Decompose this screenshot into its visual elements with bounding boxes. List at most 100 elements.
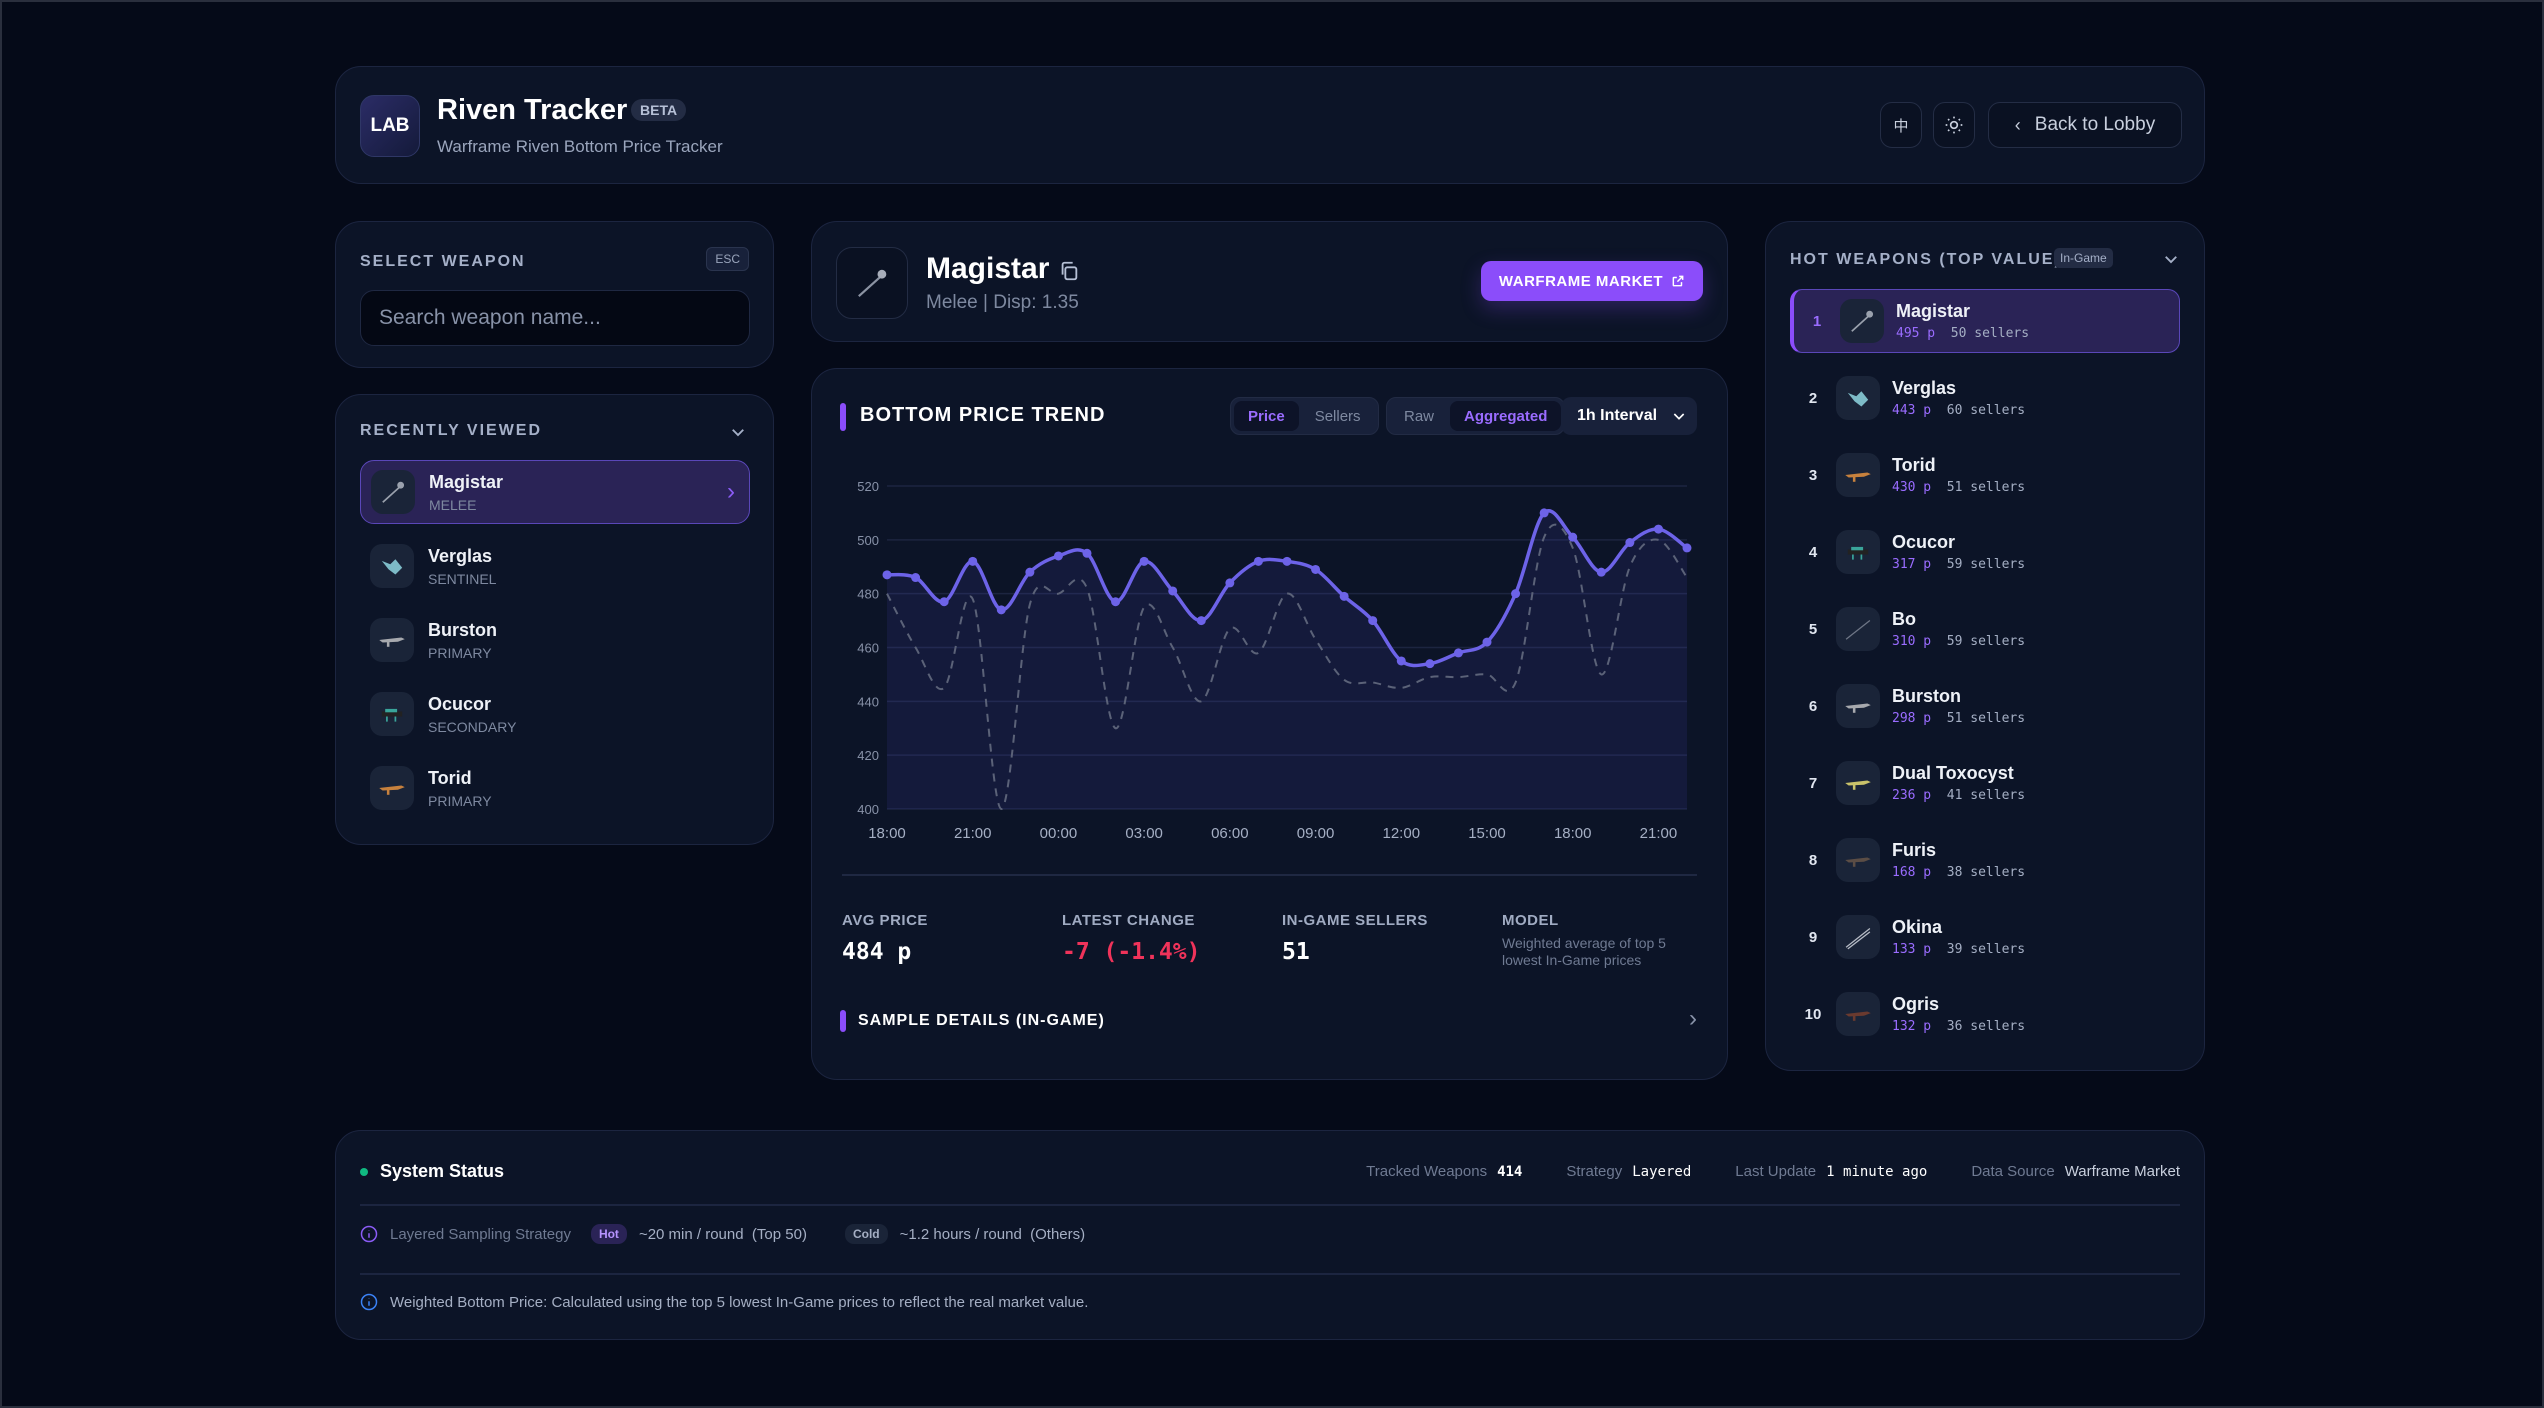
x-tick-label: 18:00 — [868, 825, 906, 842]
hot-weapon-price: 298 p — [1892, 711, 1932, 726]
hot-weapon-item[interactable]: 2 Verglas 443 p 60 sellers — [1790, 366, 2180, 430]
x-tick-label: 03:00 — [1125, 825, 1163, 842]
hot-weapons-panel: HOT WEAPONS (TOP VALUE) In-Game 1 Magist… — [1765, 221, 2205, 1071]
model-label: MODEL — [1502, 912, 1559, 929]
hot-rank: 6 — [1808, 697, 1818, 715]
hot-rank: 7 — [1808, 774, 1818, 792]
hot-weapons-title: HOT WEAPONS (TOP VALUE) — [1790, 251, 2062, 268]
app-subtitle: Warframe Riven Bottom Price Tracker — [437, 137, 723, 156]
theme-toggle-button[interactable] — [1933, 102, 1975, 148]
hot-weapon-item[interactable]: 4 Ocucor 317 p 59 sellers — [1790, 520, 2180, 584]
chevron-down-icon[interactable] — [729, 423, 747, 441]
chevron-right-icon[interactable]: › — [1689, 1005, 1697, 1032]
weapon-icon — [1836, 761, 1880, 805]
hot-weapon-item[interactable]: 9 Okina 133 p 39 sellers — [1790, 905, 2180, 969]
hot-weapon-name: Bo — [1892, 609, 1916, 629]
hot-weapon-item[interactable]: 5 Bo 310 p 59 sellers — [1790, 597, 2180, 661]
weapon-name: Magistar — [926, 252, 1050, 285]
hot-weapon-name: Burston — [1892, 686, 1961, 706]
aggregated-point — [1425, 659, 1435, 669]
recent-item-burston[interactable]: Burston PRIMARY — [360, 608, 750, 672]
back-to-lobby-button[interactable]: ‹ Back to Lobby — [1988, 102, 2182, 148]
hot-weapon-name: Okina — [1892, 917, 1943, 937]
hot-weapon-sellers: 59 sellers — [1946, 634, 2026, 649]
hot-weapon-sellers: 38 sellers — [1946, 865, 2026, 880]
aggregated-point — [1453, 648, 1463, 658]
aggregated-point — [1111, 597, 1121, 607]
in-game-badge: In-Game — [2054, 248, 2113, 268]
app-logo: LAB — [360, 95, 420, 157]
chevron-down-icon — [1673, 413, 1685, 420]
hot-weapon-item[interactable]: 10 Ogris 132 p 36 sellers — [1790, 982, 2180, 1046]
hot-weapon-price: 310 p — [1892, 634, 1932, 649]
weapon-icon — [1836, 915, 1880, 959]
aggregated-point — [1025, 567, 1035, 577]
recent-item-magistar[interactable]: Magistar MELEE › — [360, 460, 750, 524]
x-tick-label: 12:00 — [1383, 825, 1421, 842]
x-tick-label: 00:00 — [1040, 825, 1078, 842]
aggregated-point — [1225, 578, 1235, 588]
interval-label: 1h Interval — [1577, 407, 1658, 424]
recent-item-category: PRIMARY — [428, 644, 492, 661]
weapon-icon — [1836, 607, 1880, 651]
y-tick-label: 520 — [857, 479, 879, 494]
chevron-down-icon[interactable] — [2162, 250, 2180, 268]
weapon-thumbnail — [836, 247, 908, 319]
y-tick-label: 400 — [857, 802, 879, 817]
weapon-icon — [1840, 299, 1884, 343]
hot-weapon-price: 495 p — [1896, 326, 1936, 341]
aggregated-point — [1596, 567, 1606, 577]
hot-weapon-item[interactable]: 6 Burston 298 p 51 sellers — [1790, 674, 2180, 738]
recent-item-name: Ocucor — [428, 693, 492, 714]
recent-item-verglas[interactable]: Verglas SENTINEL — [360, 534, 750, 598]
hot-weapon-name: Verglas — [1892, 378, 1957, 398]
recent-item-category: PRIMARY — [428, 792, 492, 809]
last-update-value: 1 minute ago — [1826, 1164, 1928, 1180]
hot-weapon-item[interactable]: 7 Dual Toxocyst 236 p 41 sellers — [1790, 751, 2180, 815]
aggregated-point — [1653, 524, 1663, 534]
recent-item-ocucor[interactable]: Ocucor SECONDARY — [360, 682, 750, 746]
tab-sellers[interactable]: Sellers — [1314, 407, 1361, 425]
tab-raw[interactable]: Raw — [1404, 407, 1435, 425]
tab-price[interactable]: Price — [1234, 401, 1299, 431]
y-tick-label: 440 — [857, 694, 879, 709]
select-weapon-title: SELECT WEAPON — [360, 253, 526, 270]
hot-weapon-price: 430 p — [1892, 480, 1932, 495]
info-icon — [360, 1293, 378, 1311]
weapon-meta: Melee | Disp: 1.35 — [926, 292, 1079, 313]
hot-weapon-sellers: 51 sellers — [1946, 711, 2026, 726]
weapon-search-input[interactable] — [360, 290, 750, 346]
aggregated-point — [1139, 556, 1149, 566]
x-tick-label: 18:00 — [1554, 825, 1592, 842]
hot-rank: 2 — [1808, 389, 1818, 407]
hot-weapon-item[interactable]: 8 Furis 168 p 38 sellers — [1790, 828, 2180, 892]
warframe-market-button[interactable]: WARFRAME MARKET — [1481, 261, 1703, 301]
aggregated-point — [939, 597, 949, 607]
sample-details-toggle[interactable]: SAMPLE DETAILS (IN-GAME) — [858, 1012, 1105, 1029]
language-button[interactable]: 中 — [1880, 102, 1922, 148]
weapon-icon — [370, 544, 414, 588]
hot-weapon-name: Furis — [1892, 840, 1937, 860]
weapon-icon — [1836, 838, 1880, 882]
weapon-icon — [1836, 453, 1880, 497]
weapon-icon — [370, 692, 414, 736]
hot-weapon-item[interactable]: 1 Magistar 495 p 50 sellers — [1790, 289, 2180, 353]
x-tick-label: 21:00 — [954, 825, 992, 842]
select-weapon-panel: SELECT WEAPON ESC — [335, 221, 774, 368]
recent-item-torid[interactable]: Torid PRIMARY — [360, 756, 750, 820]
weapon-icon — [1836, 376, 1880, 420]
divider — [842, 874, 1697, 876]
chevron-right-icon: › — [727, 478, 735, 505]
price-trend-chart[interactable]: 400 420 440 460 480 500 520 18:00 21:00 00:00 03:0… — [812, 369, 1729, 869]
copy-icon[interactable] — [1058, 260, 1080, 282]
status-dot — [360, 1167, 368, 1176]
interval-select[interactable]: 1h Interval — [1561, 397, 1697, 435]
tab-aggregated[interactable]: Aggregated — [1450, 401, 1562, 431]
recently-viewed-title: RECENTLY VIEWED — [360, 422, 543, 439]
beta-badge: BETA — [631, 99, 687, 121]
weighted-price-note: Weighted Bottom Price: Calculated using … — [390, 1293, 1089, 1311]
system-status-title: System Status — [380, 1161, 505, 1181]
x-tick-label: 09:00 — [1297, 825, 1335, 842]
aggregated-point — [1396, 656, 1406, 666]
hot-weapon-item[interactable]: 3 Torid 430 p 51 sellers — [1790, 443, 2180, 507]
